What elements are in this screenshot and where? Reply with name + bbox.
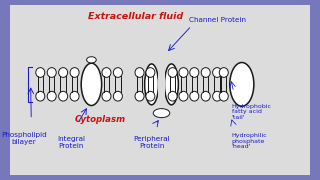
- Ellipse shape: [47, 91, 56, 101]
- Ellipse shape: [36, 68, 45, 77]
- Ellipse shape: [146, 68, 155, 77]
- Text: Channel Protein: Channel Protein: [188, 17, 245, 23]
- Ellipse shape: [102, 91, 111, 101]
- Ellipse shape: [102, 68, 111, 77]
- Ellipse shape: [146, 91, 155, 101]
- Ellipse shape: [59, 68, 68, 77]
- Ellipse shape: [219, 91, 228, 101]
- Ellipse shape: [179, 68, 188, 77]
- Text: Integral
Protein: Integral Protein: [57, 136, 85, 149]
- Ellipse shape: [70, 91, 79, 101]
- Text: Phospholipid
bilayer: Phospholipid bilayer: [1, 132, 47, 145]
- Text: Extracellular fluid: Extracellular fluid: [88, 12, 183, 21]
- Ellipse shape: [59, 91, 68, 101]
- Ellipse shape: [212, 91, 222, 101]
- Ellipse shape: [47, 68, 56, 77]
- Text: Hydrophilic
phosphate
'head': Hydrophilic phosphate 'head': [232, 133, 267, 149]
- Ellipse shape: [201, 68, 210, 77]
- Ellipse shape: [219, 68, 228, 77]
- Ellipse shape: [113, 68, 122, 77]
- Ellipse shape: [230, 62, 254, 106]
- Ellipse shape: [70, 68, 79, 77]
- Ellipse shape: [36, 91, 45, 101]
- Text: Peripheral
Protein: Peripheral Protein: [133, 136, 170, 149]
- Ellipse shape: [87, 57, 96, 63]
- Ellipse shape: [168, 68, 177, 77]
- Ellipse shape: [135, 68, 144, 77]
- Ellipse shape: [190, 68, 199, 77]
- Bar: [157, 65, 165, 103]
- Ellipse shape: [190, 91, 199, 101]
- Ellipse shape: [113, 91, 122, 101]
- Ellipse shape: [81, 63, 102, 105]
- Ellipse shape: [212, 68, 222, 77]
- Ellipse shape: [179, 91, 188, 101]
- Ellipse shape: [164, 64, 178, 105]
- Ellipse shape: [168, 91, 177, 101]
- Ellipse shape: [153, 109, 170, 118]
- Ellipse shape: [135, 91, 144, 101]
- Ellipse shape: [201, 91, 210, 101]
- Ellipse shape: [145, 64, 158, 105]
- Text: Cytoplasm: Cytoplasm: [74, 115, 125, 124]
- Text: Hydrophobic
fatty acid
'tail': Hydrophobic fatty acid 'tail': [232, 103, 272, 120]
